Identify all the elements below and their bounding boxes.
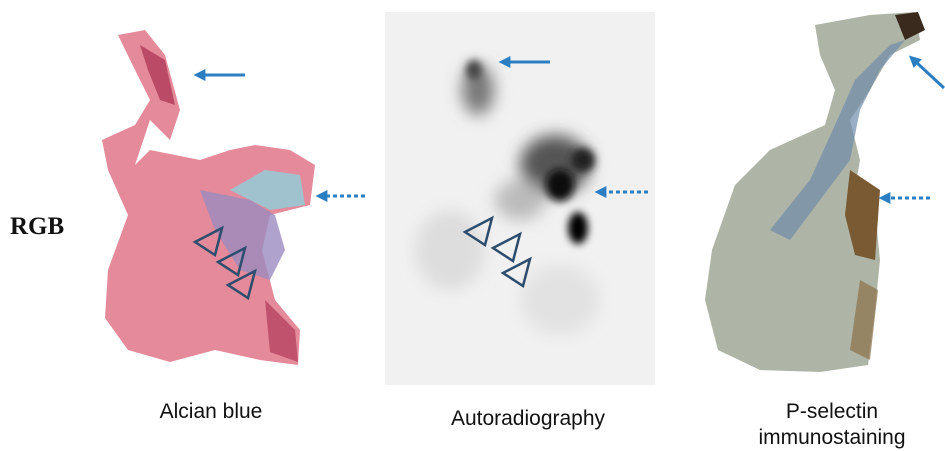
autoradiography-arrowheads — [462, 215, 532, 288]
caption: P-selectin — [786, 400, 878, 423]
alcian-blue-image — [102, 30, 315, 365]
p-selectin-image — [705, 12, 925, 372]
alcian-annotations — [193, 69, 365, 202]
caption: Autoradiography — [451, 407, 606, 430]
p-selectin-annotations — [878, 55, 945, 204]
alcian-arrowheads — [192, 225, 257, 300]
caption: immunostaining — [758, 426, 905, 449]
row-label: RGB — [10, 213, 64, 240]
autoradiography-annotations — [498, 56, 648, 198]
caption: Alcian blue — [160, 400, 263, 423]
autoradiography-image — [385, 12, 655, 385]
